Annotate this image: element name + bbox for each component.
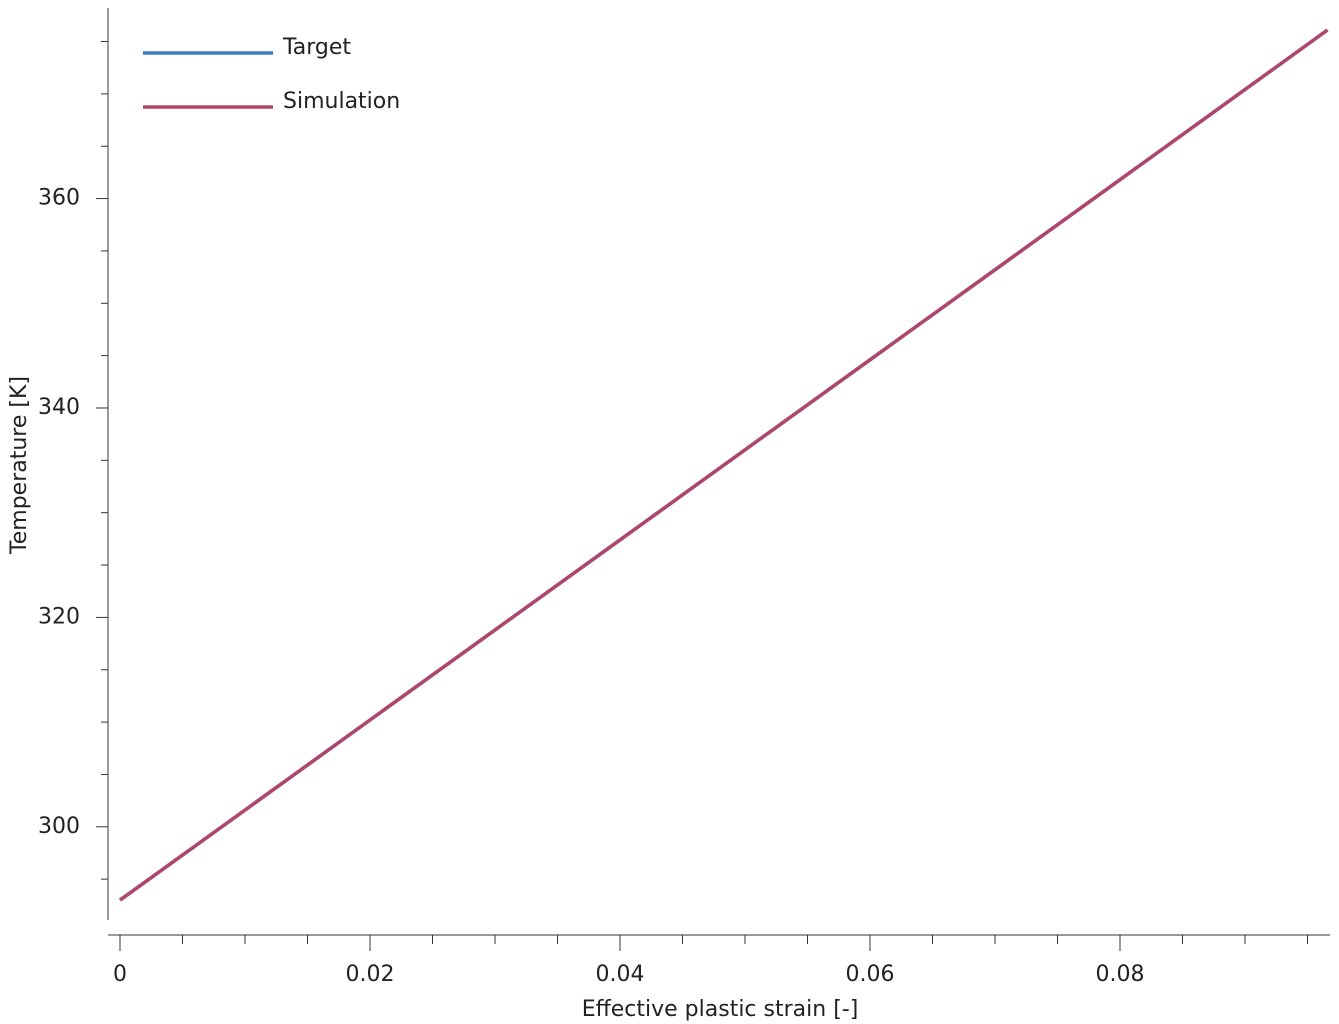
- legend-label: Target: [282, 35, 351, 60]
- y-tick-label: 320: [38, 604, 80, 629]
- x-tick-label: 0.06: [846, 962, 895, 987]
- x-tick-label: 0.08: [1096, 962, 1145, 987]
- x-tick-label: 0.02: [346, 962, 395, 987]
- x-axis-label: Effective plastic strain [-]: [582, 997, 859, 1022]
- legend-label: Simulation: [283, 89, 400, 114]
- y-tick-label: 340: [38, 395, 80, 420]
- y-tick-label: 300: [38, 814, 80, 839]
- x-tick-label: 0: [113, 962, 127, 987]
- series-line: [118, 28, 1329, 902]
- x-tick-label: 0.04: [596, 962, 645, 987]
- y-tick-label: 360: [38, 186, 80, 211]
- y-axis-label: Temperature [K]: [7, 376, 32, 555]
